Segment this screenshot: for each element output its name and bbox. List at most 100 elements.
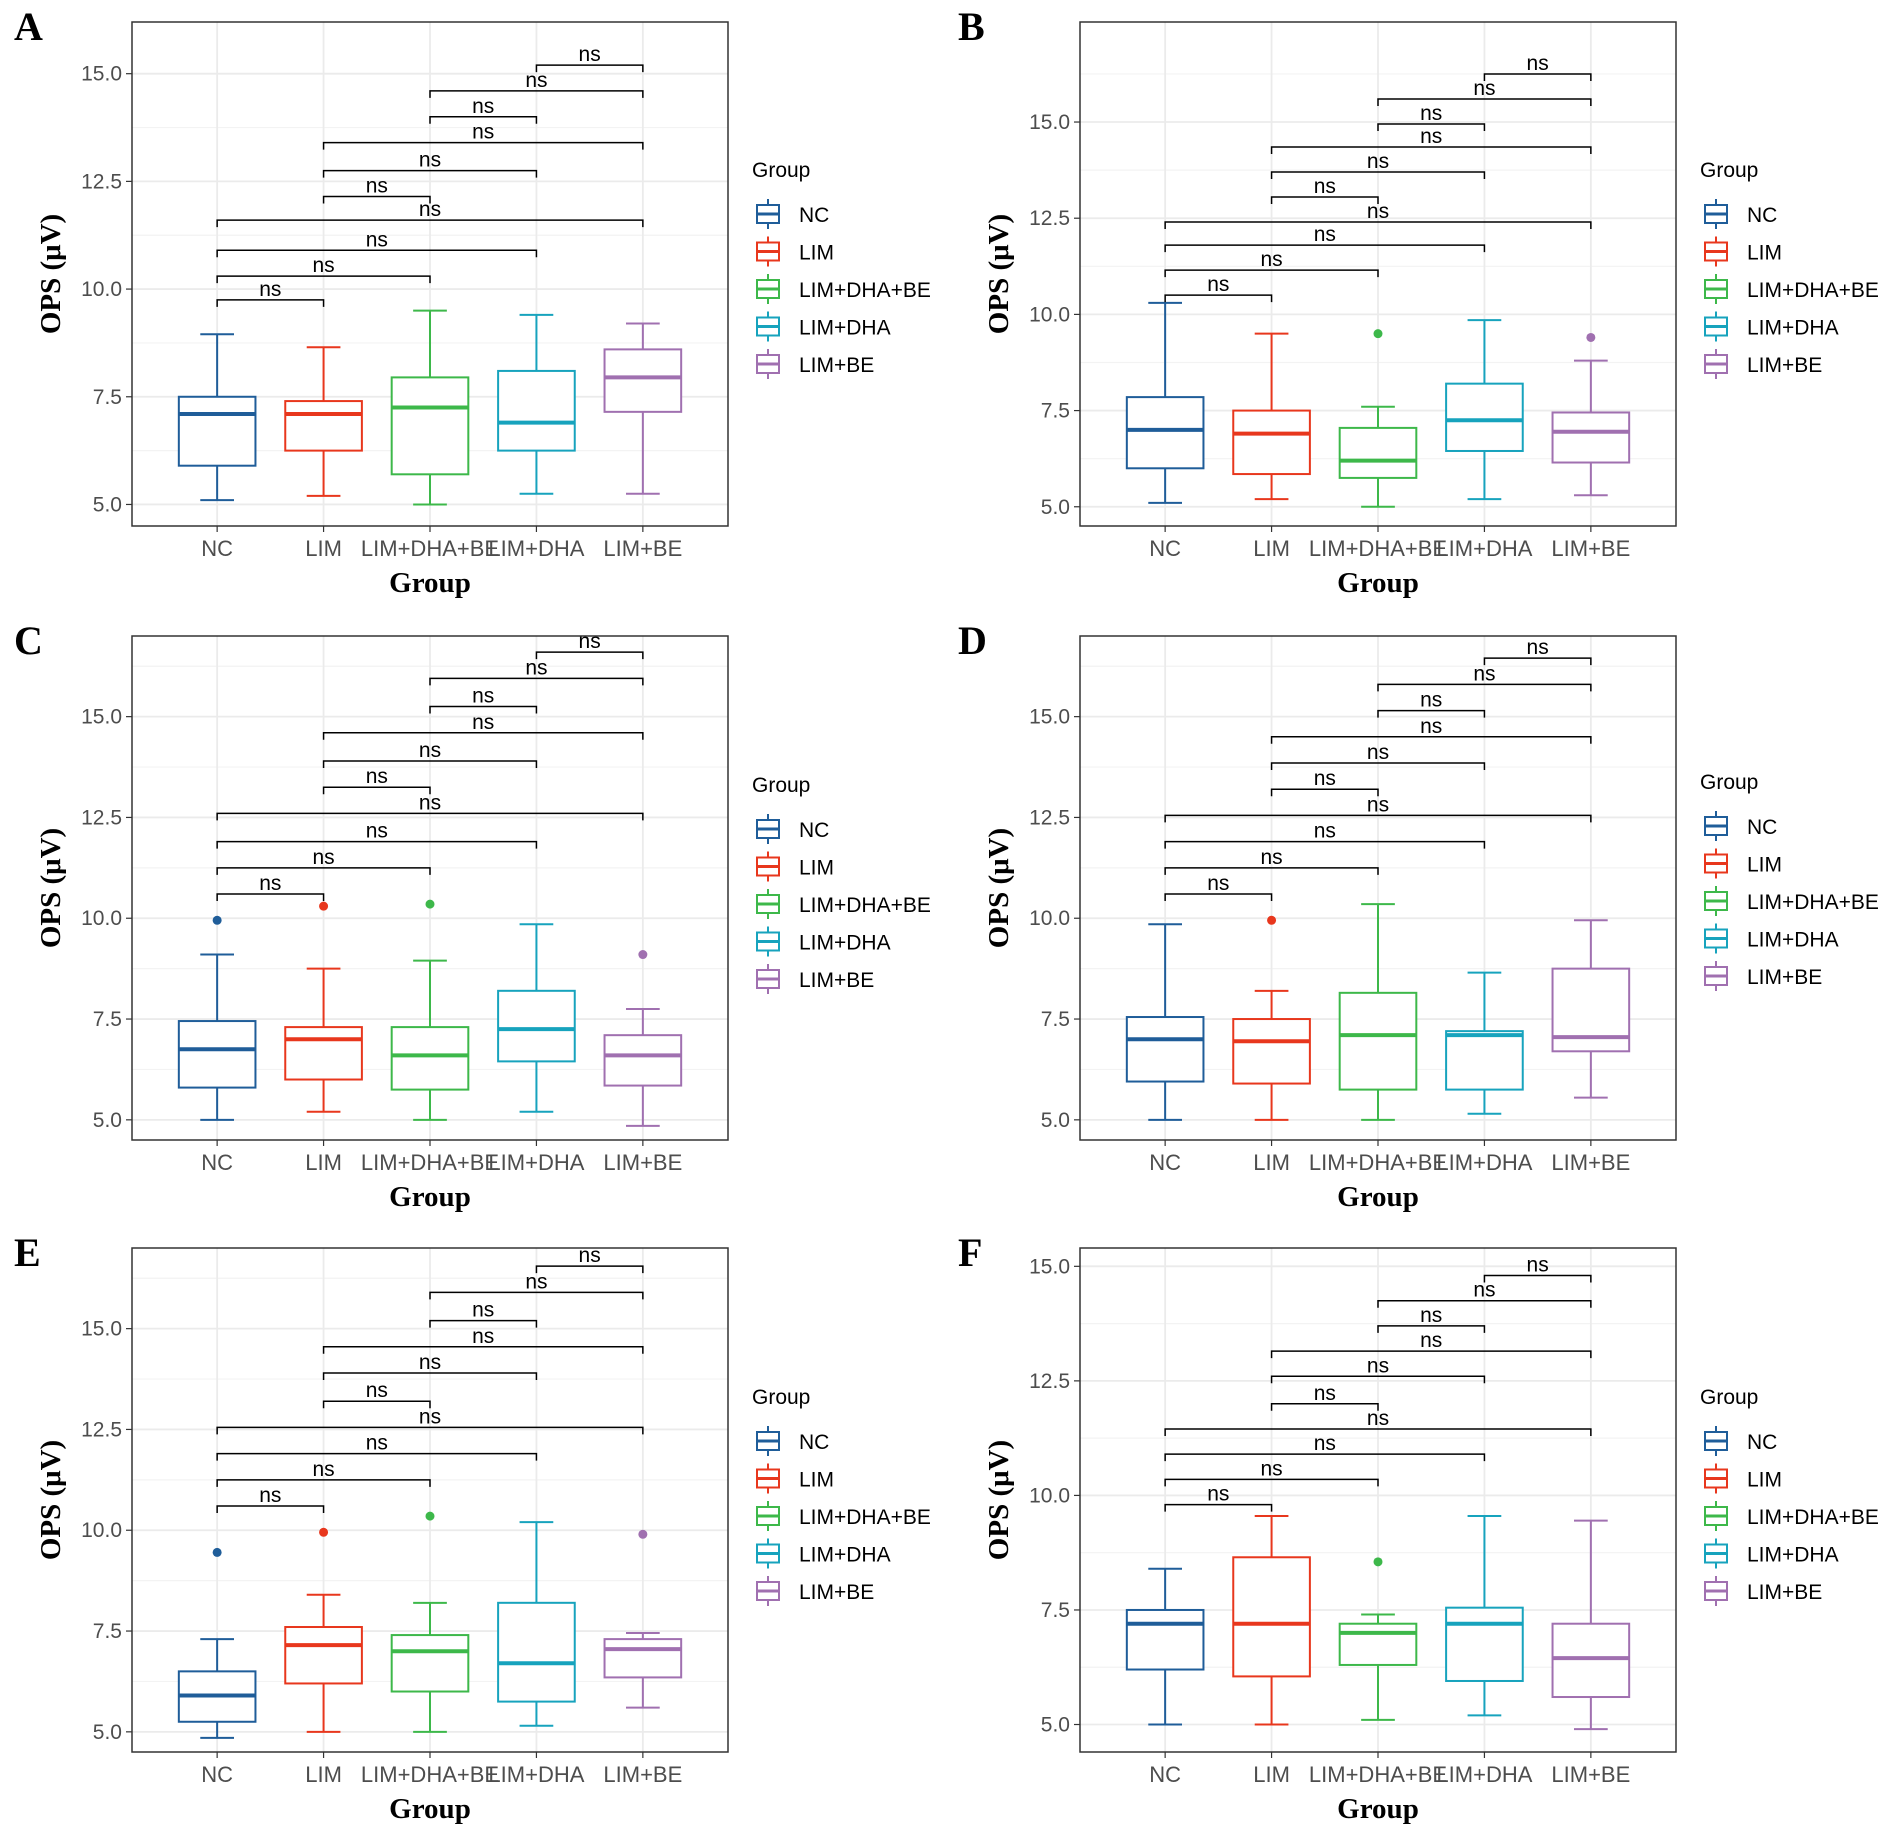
- box-lim-be[interactable]: [1551, 1519, 1631, 1731]
- legend-item[interactable]: LIM+BE: [1704, 349, 1822, 379]
- box-nc[interactable]: [177, 915, 257, 1121]
- bracket-line: [429, 116, 538, 124]
- box-lim-be[interactable]: [603, 1529, 683, 1709]
- box-lim[interactable]: [1232, 332, 1311, 501]
- box-lim-be[interactable]: [1551, 919, 1631, 1099]
- y-tick-label: 15.0: [1029, 111, 1070, 134]
- legend-item[interactable]: LIM+DHA+BE: [1704, 1501, 1879, 1531]
- significance-bracket: ns: [322, 739, 538, 768]
- box-lim-dha-be[interactable]: [390, 309, 470, 506]
- legend-item[interactable]: LIM+DHA+BE: [1704, 886, 1879, 916]
- box-lim[interactable]: [1232, 1515, 1311, 1726]
- box-nc[interactable]: [177, 333, 257, 502]
- box-lim-dha-be[interactable]: [1338, 329, 1418, 508]
- legend-item[interactable]: LIM+DHA: [756, 311, 891, 342]
- legend-item[interactable]: NC: [756, 814, 829, 844]
- legend-title: Group: [1700, 771, 1758, 794]
- x-tick-label: LIM+DHA: [488, 1150, 584, 1175]
- bracket-line: [429, 705, 538, 714]
- box-nc[interactable]: [177, 1547, 257, 1739]
- legend-item[interactable]: LIM+BE: [1704, 1576, 1822, 1606]
- box-lim-dha-be[interactable]: [390, 899, 470, 1121]
- legend-item[interactable]: LIM+DHA: [1704, 1538, 1839, 1569]
- legend-item[interactable]: LIM+BE: [756, 1576, 874, 1606]
- legend-item[interactable]: LIM+DHA+BE: [756, 1501, 931, 1531]
- box-lim-dha[interactable]: [1445, 1515, 1524, 1717]
- box-nc[interactable]: [1125, 1567, 1205, 1726]
- legend-label: LIM: [799, 1469, 834, 1492]
- legend-item[interactable]: LIM: [1704, 848, 1782, 879]
- legend-item[interactable]: LIM+DHA+BE: [756, 274, 931, 304]
- box-nc[interactable]: [1125, 923, 1205, 1121]
- box-lim-dha[interactable]: [497, 313, 576, 495]
- significance-bracket: ns: [1377, 102, 1486, 131]
- box-iqr: [1445, 1030, 1524, 1091]
- bracket-label: ns: [1314, 1382, 1336, 1405]
- bracket-line: [1377, 683, 1592, 692]
- bracket-label: ns: [1207, 872, 1229, 895]
- box-lim-dha[interactable]: [497, 923, 576, 1113]
- box-lim-be[interactable]: [603, 322, 683, 495]
- significance-bracket: ns: [1164, 273, 1273, 303]
- y-axis-title: OPS (μV): [35, 214, 67, 334]
- legend-item[interactable]: LIM: [1704, 1463, 1782, 1494]
- legend-item[interactable]: NC: [1704, 811, 1777, 841]
- legend-item[interactable]: LIM+BE: [756, 349, 874, 379]
- box-nc[interactable]: [1125, 301, 1205, 504]
- significance-bracket: ns: [216, 1458, 431, 1487]
- legend-item[interactable]: LIM: [756, 851, 834, 882]
- box-lim-be[interactable]: [603, 950, 683, 1127]
- legend-item[interactable]: LIM: [756, 236, 834, 267]
- x-axis-title: Group: [389, 1793, 471, 1825]
- significance-bracket: ns: [1164, 846, 1379, 875]
- legend-item[interactable]: LIM+DHA: [756, 1538, 891, 1569]
- legend-item[interactable]: LIM: [1704, 236, 1782, 267]
- box-lim[interactable]: [1232, 915, 1311, 1121]
- panel-letter: E: [14, 1230, 41, 1275]
- box-lim-be[interactable]: [1551, 332, 1631, 497]
- panel-letter: A: [14, 4, 43, 49]
- legend-item[interactable]: NC: [756, 199, 829, 229]
- bracket-label: ns: [1473, 1279, 1495, 1302]
- legend-item[interactable]: LIM+BE: [1704, 961, 1822, 991]
- legend-item[interactable]: LIM+BE: [756, 964, 874, 994]
- bracket-line: [216, 249, 538, 258]
- y-tick-label: 12.5: [1029, 1370, 1070, 1393]
- legend-item[interactable]: LIM+DHA: [756, 926, 891, 957]
- significance-bracket: ns: [1377, 662, 1592, 692]
- x-tick-label: LIM+BE: [1551, 1150, 1630, 1175]
- legend-item[interactable]: LIM: [756, 1463, 834, 1494]
- legend-item[interactable]: NC: [1704, 199, 1777, 229]
- legend-item[interactable]: LIM+DHA+BE: [1704, 274, 1879, 304]
- bracket-line: [216, 1452, 538, 1461]
- legend-item[interactable]: NC: [1704, 1426, 1777, 1456]
- box-lim-dha-be[interactable]: [390, 1511, 470, 1733]
- box-lim-dha-be[interactable]: [1338, 903, 1418, 1121]
- legend: Group NC LIM LIM+DHA+BE LIM+DHA LIM+BE: [1700, 1386, 1879, 1606]
- legend-item[interactable]: LIM+DHA: [1704, 923, 1839, 954]
- box-iqr: [603, 348, 683, 413]
- x-tick-label: LIM+DHA: [1436, 1150, 1532, 1175]
- y-tick-label: 7.5: [1041, 1008, 1070, 1031]
- legend-label: LIM+DHA+BE: [1747, 279, 1879, 302]
- bracket-line: [429, 90, 644, 98]
- box-lim[interactable]: [284, 901, 363, 1113]
- box-lim-dha[interactable]: [1445, 319, 1524, 501]
- bracket-label: ns: [1314, 1432, 1336, 1455]
- bracket-line: [1270, 1375, 1486, 1384]
- box-lim[interactable]: [284, 346, 363, 497]
- bracket-label: ns: [1527, 1253, 1549, 1276]
- box-lim-dha[interactable]: [1445, 971, 1524, 1115]
- significance-bracket: ns: [1377, 1279, 1592, 1308]
- legend-item[interactable]: LIM+DHA: [1704, 311, 1839, 342]
- box-iqr: [284, 400, 363, 452]
- bracket-label: ns: [1314, 223, 1336, 246]
- legend-item[interactable]: NC: [756, 1426, 829, 1456]
- box-lim-dha[interactable]: [497, 1521, 576, 1727]
- box-lim[interactable]: [284, 1527, 363, 1733]
- bracket-line: [429, 1291, 644, 1300]
- box-iqr: [1232, 1556, 1311, 1678]
- legend-item[interactable]: LIM+DHA+BE: [756, 889, 931, 919]
- box-lim-dha-be[interactable]: [1338, 1557, 1418, 1721]
- significance-bracket: ns: [1164, 820, 1486, 849]
